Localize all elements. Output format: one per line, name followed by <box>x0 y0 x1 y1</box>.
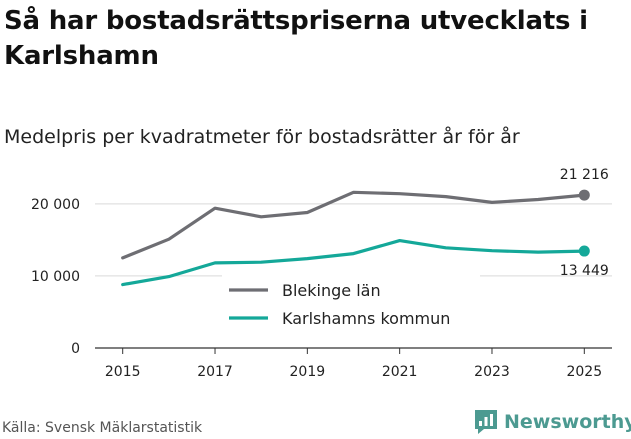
series-end-point <box>578 245 590 257</box>
legend-label: Blekinge län <box>282 281 381 300</box>
series-line <box>121 239 586 287</box>
x-tick-label: 2019 <box>290 364 326 380</box>
y-tick-label: 20 000 <box>31 197 80 213</box>
source-note: Källa: Svensk Mäklarstatistik <box>2 420 203 436</box>
brand-name: Newsworthy <box>504 411 631 433</box>
data-label: 21 216 <box>560 167 609 183</box>
x-tick-label: 2015 <box>105 364 141 380</box>
x-tick-label: 2023 <box>474 364 510 380</box>
chart-subtitle: Medelpris per kvadratmeter för bostadsrä… <box>4 126 520 148</box>
series-line <box>121 190 586 260</box>
line-chart: 0 10 000 20 000 2015 2017 2019 2021 2023 2025 21 … <box>31 167 612 380</box>
x-tick-label: 2025 <box>566 364 602 380</box>
x-tick-label: 2017 <box>197 364 233 380</box>
newsworthy-logo-icon <box>475 410 497 434</box>
y-tick-label: 0 <box>71 341 80 357</box>
y-tick-label: 10 000 <box>31 269 80 285</box>
legend-label: Karlshamns kommun <box>282 309 450 328</box>
series-end-point <box>578 189 590 201</box>
chart-title: Så har bostadsrättspriserna utvecklats i… <box>4 6 588 71</box>
legend-background <box>222 270 480 332</box>
x-tick-label: 2021 <box>382 364 418 380</box>
brand-logo: Newsworthy <box>473 406 631 438</box>
data-label: 13 449 <box>560 263 609 279</box>
